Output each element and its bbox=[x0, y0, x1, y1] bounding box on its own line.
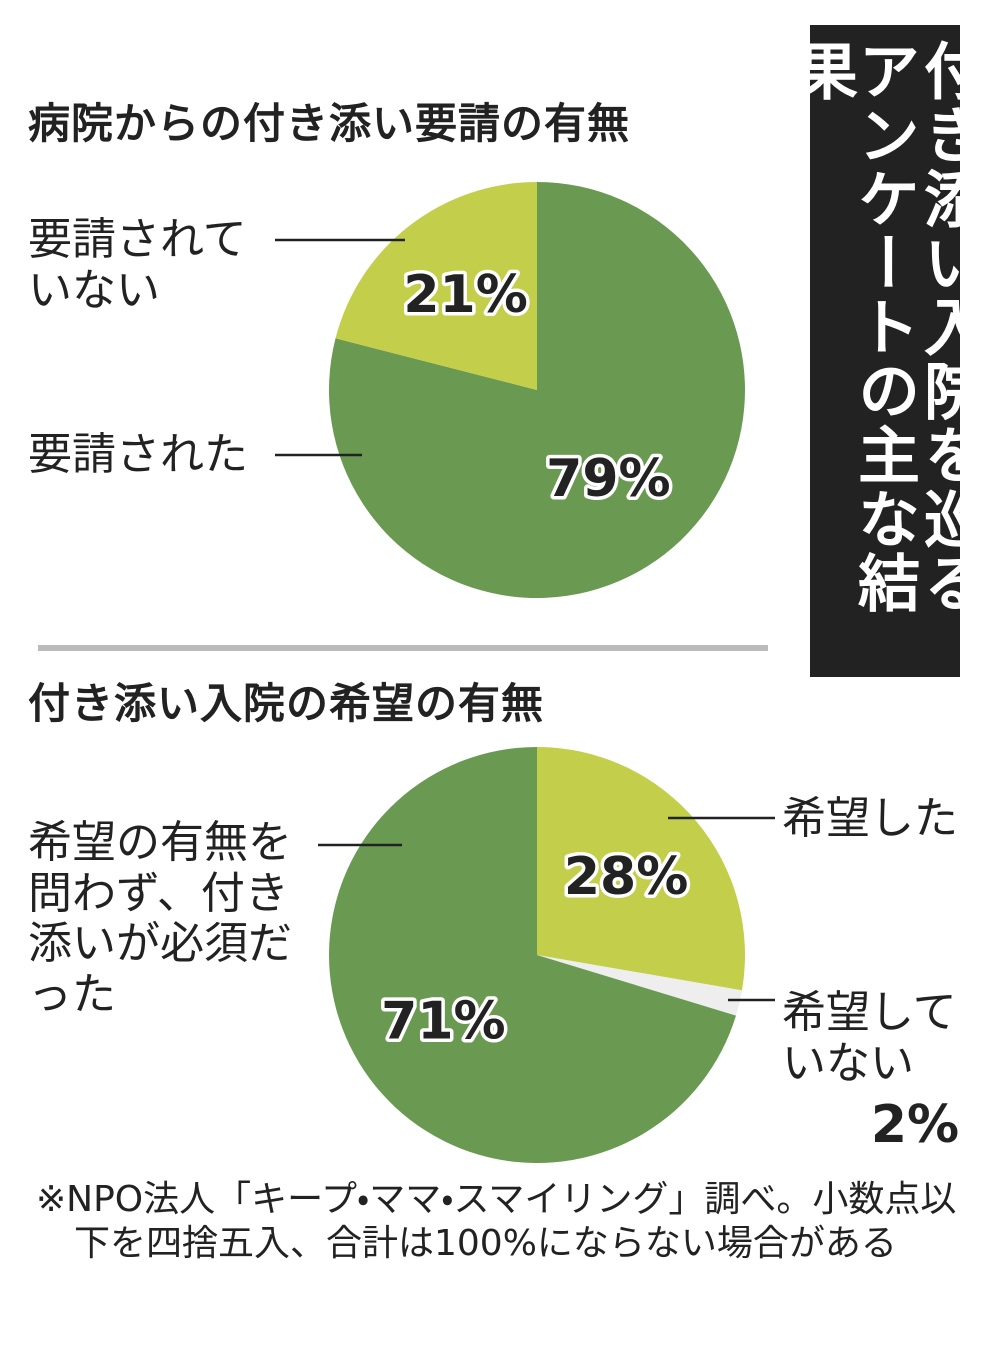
header-box: 付き添い入院を巡る アンケートの主な結果 bbox=[785, 25, 986, 677]
value-label: 28% bbox=[564, 847, 688, 907]
value-label: 2% bbox=[871, 1095, 959, 1155]
footnote: ※NPO法人「キープ・ママ・スマイリング」調べ。小数点以下を四捨五入、合計は10… bbox=[36, 1179, 957, 1264]
category-label: 希望の有無を問わず、付き添いが必須だった bbox=[28, 817, 292, 1020]
category-label: 要請された bbox=[28, 429, 248, 480]
value-label: 71% bbox=[381, 991, 505, 1051]
header-title: 付き添い入院を巡る bbox=[913, 39, 986, 615]
pie-slice bbox=[328, 747, 736, 1164]
category-label: 要請されていない bbox=[28, 214, 247, 316]
header-title: アンケートの主な結果 bbox=[785, 39, 920, 615]
value-label: 21% bbox=[403, 265, 527, 325]
pie-slice bbox=[537, 747, 745, 991]
pie-slice bbox=[335, 182, 537, 390]
category-label: 希望した bbox=[782, 793, 958, 844]
chart-title: 付き添い入院の希望の有無 bbox=[28, 679, 545, 728]
category-label: 希望していない bbox=[782, 987, 957, 1089]
chart-title: 病院からの付き添い要請の有無 bbox=[28, 99, 631, 148]
value-label: 79% bbox=[546, 449, 670, 509]
pie-slice bbox=[537, 955, 742, 1016]
